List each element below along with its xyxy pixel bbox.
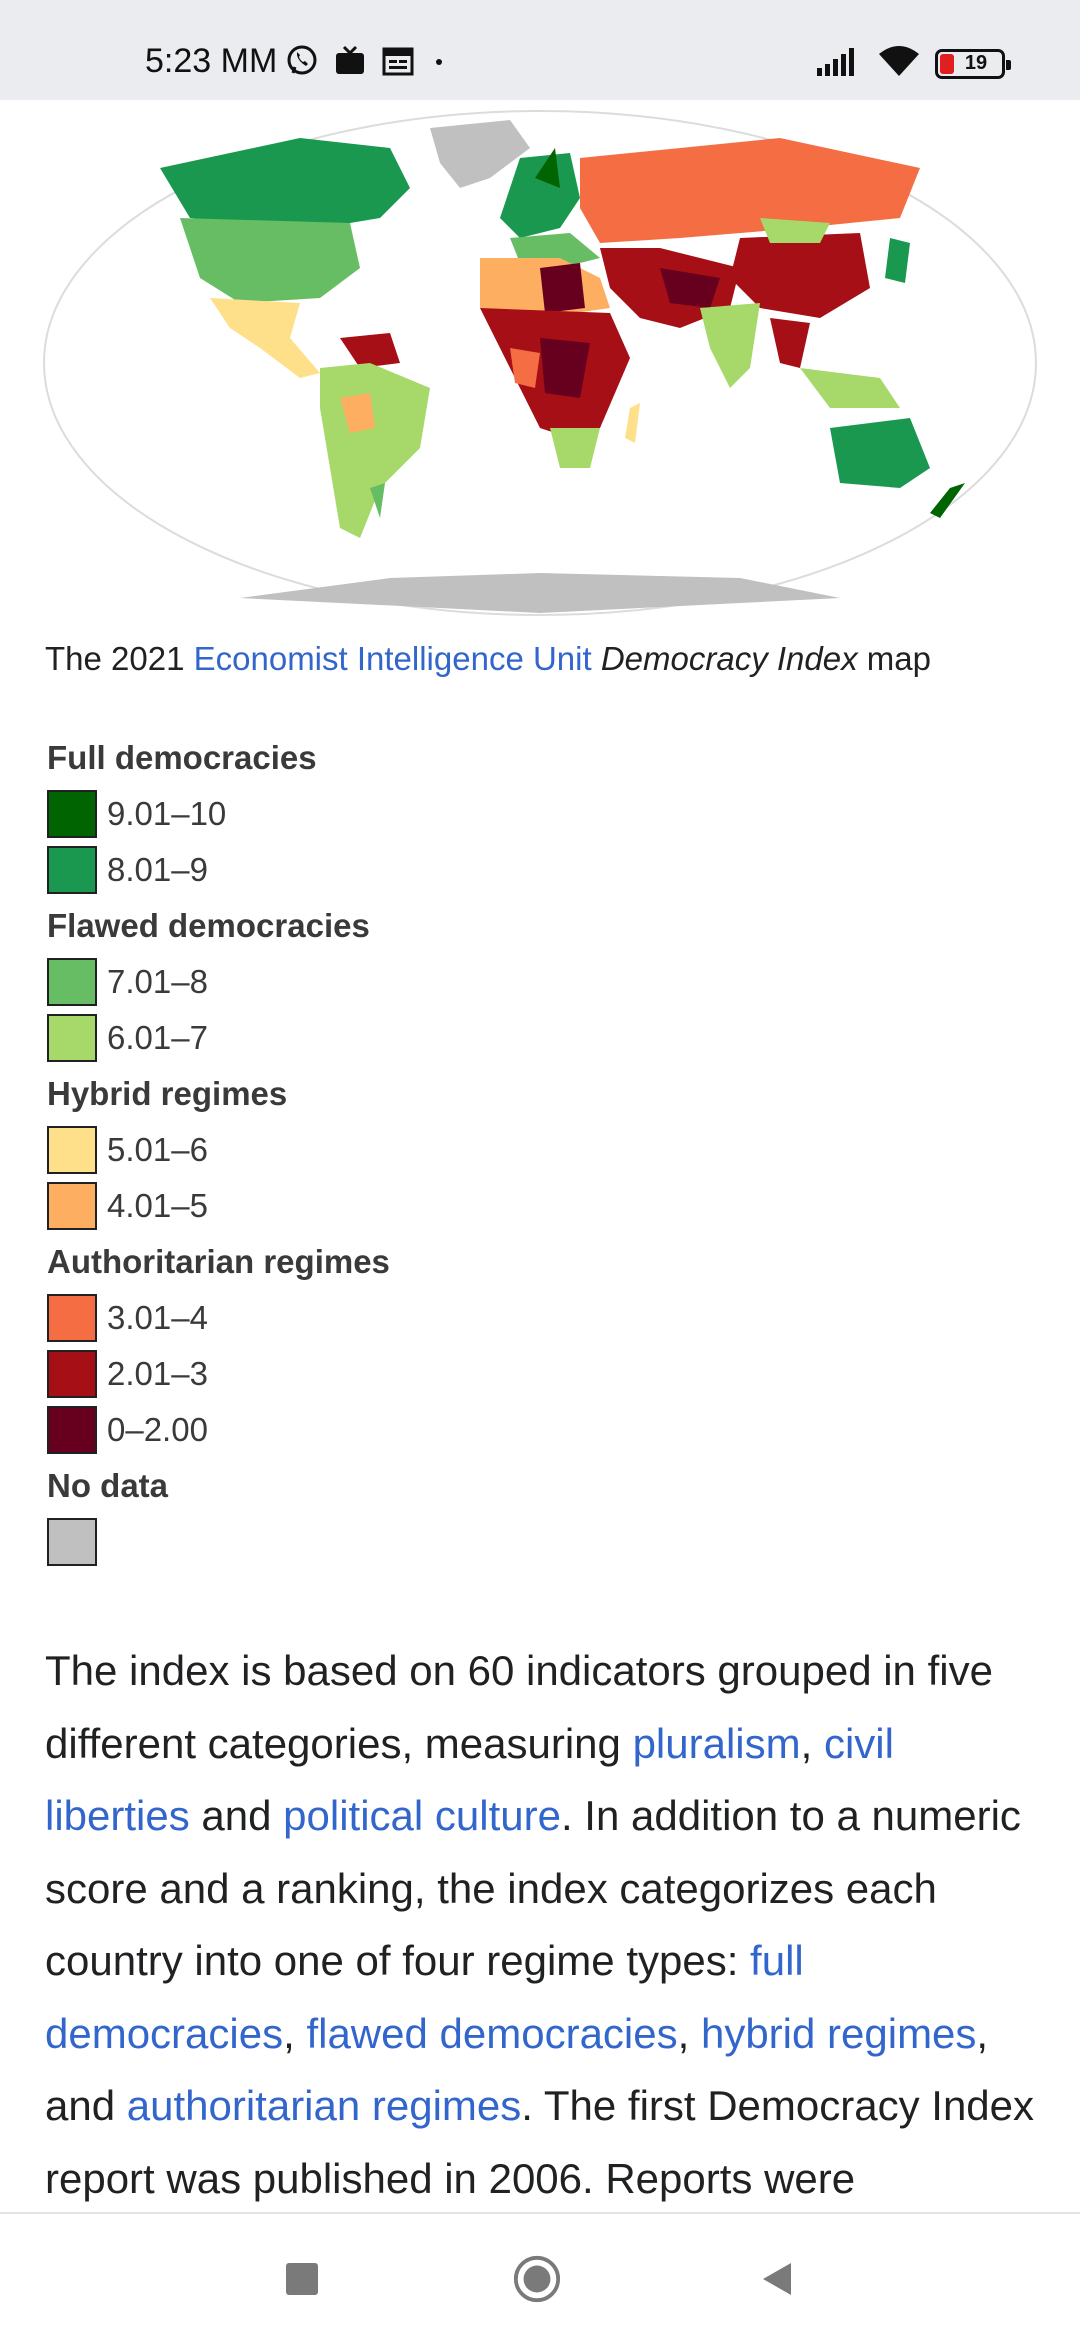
caption-link-eiu[interactable]: Economist Intelligence Unit — [193, 640, 592, 677]
legend-swatch — [47, 790, 97, 838]
paragraph-text: , — [283, 2009, 307, 2057]
map-caption: The 2021 Economist Intelligence Unit Dem… — [45, 640, 931, 678]
legend-swatch — [47, 846, 97, 894]
link-hybrid-regimes[interactable]: hybrid regimes — [700, 2009, 977, 2057]
dot-icon — [429, 44, 449, 83]
calendar-icon — [381, 44, 415, 83]
legend-group-hybrid-regimes: Hybrid regimes 5.01–6 4.01–5 — [47, 1066, 747, 1234]
legend-item: 4.01–5 — [47, 1178, 747, 1234]
legend-range: 6.01–7 — [107, 1019, 208, 1056]
battery-level: 19 — [964, 52, 988, 74]
paragraph-text: , — [800, 1719, 824, 1767]
legend-swatch — [47, 958, 97, 1006]
legend-swatch — [47, 1406, 97, 1454]
signal-icon — [815, 44, 863, 83]
viber-icon — [285, 44, 319, 83]
battery-icon: 19 — [935, 48, 1011, 79]
paragraph-text: The index is based on 60 indicators grou… — [45, 1647, 993, 1767]
link-political-culture[interactable]: political culture — [283, 1792, 561, 1839]
legend-group-flawed-democracies: Flawed democracies 7.01–8 6.01–7 — [47, 898, 747, 1066]
paragraph-text: . In addition to a numeric score and a r… — [45, 1792, 1021, 1984]
paragraph-text: , and — [45, 2009, 989, 2130]
legend-swatch — [47, 1182, 97, 1230]
home-icon[interactable] — [512, 2254, 562, 2304]
legend-range: 7.01–8 — [107, 963, 208, 1000]
legend-group-no-data: No data — [47, 1458, 747, 1570]
democracy-index-map[interactable] — [40, 108, 1040, 618]
caption-prefix: The 2021 — [45, 640, 194, 677]
legend-swatch — [47, 1126, 97, 1174]
legend-item: 8.01–9 — [47, 842, 747, 898]
link-civil-liberties[interactable]: civil liberties — [45, 1719, 894, 1840]
caption-emphasis: Democracy Index — [600, 640, 858, 677]
paragraph-text: and — [189, 1792, 284, 1839]
recent-apps-icon[interactable] — [277, 2254, 327, 2304]
world-map-image — [43, 110, 1037, 616]
link-pluralism[interactable]: pluralism — [632, 1719, 801, 1767]
legend-item: 7.01–8 — [47, 954, 747, 1010]
paragraph-text: , — [677, 2009, 701, 2057]
status-icons-left — [285, 44, 449, 83]
legend-range: 2.01–3 — [107, 1355, 208, 1392]
legend-item: 5.01–6 — [47, 1122, 747, 1178]
caption-suffix: map — [857, 640, 931, 677]
legend-item — [47, 1514, 747, 1570]
legend-range: 5.01–6 — [107, 1131, 208, 1168]
tv-icon — [333, 44, 367, 83]
map-legend: Full democracies 9.01–10 8.01–9 Flawed d… — [47, 730, 747, 1570]
link-full-democracies[interactable]: full democracies — [45, 1937, 804, 2057]
legend-item: 0–2.00 — [47, 1402, 747, 1458]
wifi-icon — [877, 44, 921, 83]
legend-heading: Flawed democracies — [47, 907, 370, 944]
legend-item: 9.01–10 — [47, 786, 747, 842]
status-bar: 5:23 MM 19 — [0, 0, 1080, 100]
legend-group-full-democracies: Full democracies 9.01–10 8.01–9 — [47, 730, 747, 898]
legend-item: 6.01–7 — [47, 1010, 747, 1066]
legend-range: 0–2.00 — [107, 1411, 208, 1448]
status-time: 5:23 MM — [145, 42, 278, 80]
legend-swatch — [47, 1014, 97, 1062]
article-paragraph: The index is based on 60 indicators grou… — [45, 1635, 1045, 2215]
legend-range: 3.01–4 — [107, 1299, 208, 1336]
legend-swatch — [47, 1518, 97, 1566]
legend-item: 2.01–3 — [47, 1346, 747, 1402]
legend-heading: Full democracies — [47, 739, 317, 776]
legend-heading: Authoritarian regimes — [47, 1243, 390, 1280]
legend-item: 3.01–4 — [47, 1290, 747, 1346]
legend-heading: No data — [47, 1467, 169, 1504]
link-flawed-democracies[interactable]: flawed democracies — [306, 2009, 678, 2057]
legend-swatch — [47, 1350, 97, 1398]
paragraph-text: . The first Democracy Index report was p… — [45, 2082, 1035, 2202]
navigation-bar — [0, 2212, 1080, 2340]
back-icon[interactable] — [752, 2254, 802, 2304]
legend-range: 9.01–10 — [107, 795, 227, 832]
legend-range: 8.01–9 — [107, 851, 208, 888]
legend-swatch — [47, 1294, 97, 1342]
legend-group-authoritarian-regimes: Authoritarian regimes 3.01–4 2.01–3 0–2.… — [47, 1234, 747, 1458]
status-icons-right: 19 — [815, 44, 1011, 83]
legend-range: 4.01–5 — [107, 1187, 208, 1224]
legend-heading: Hybrid regimes — [47, 1075, 288, 1112]
link-authoritarian-regimes[interactable]: authoritarian regimes — [126, 2082, 522, 2129]
